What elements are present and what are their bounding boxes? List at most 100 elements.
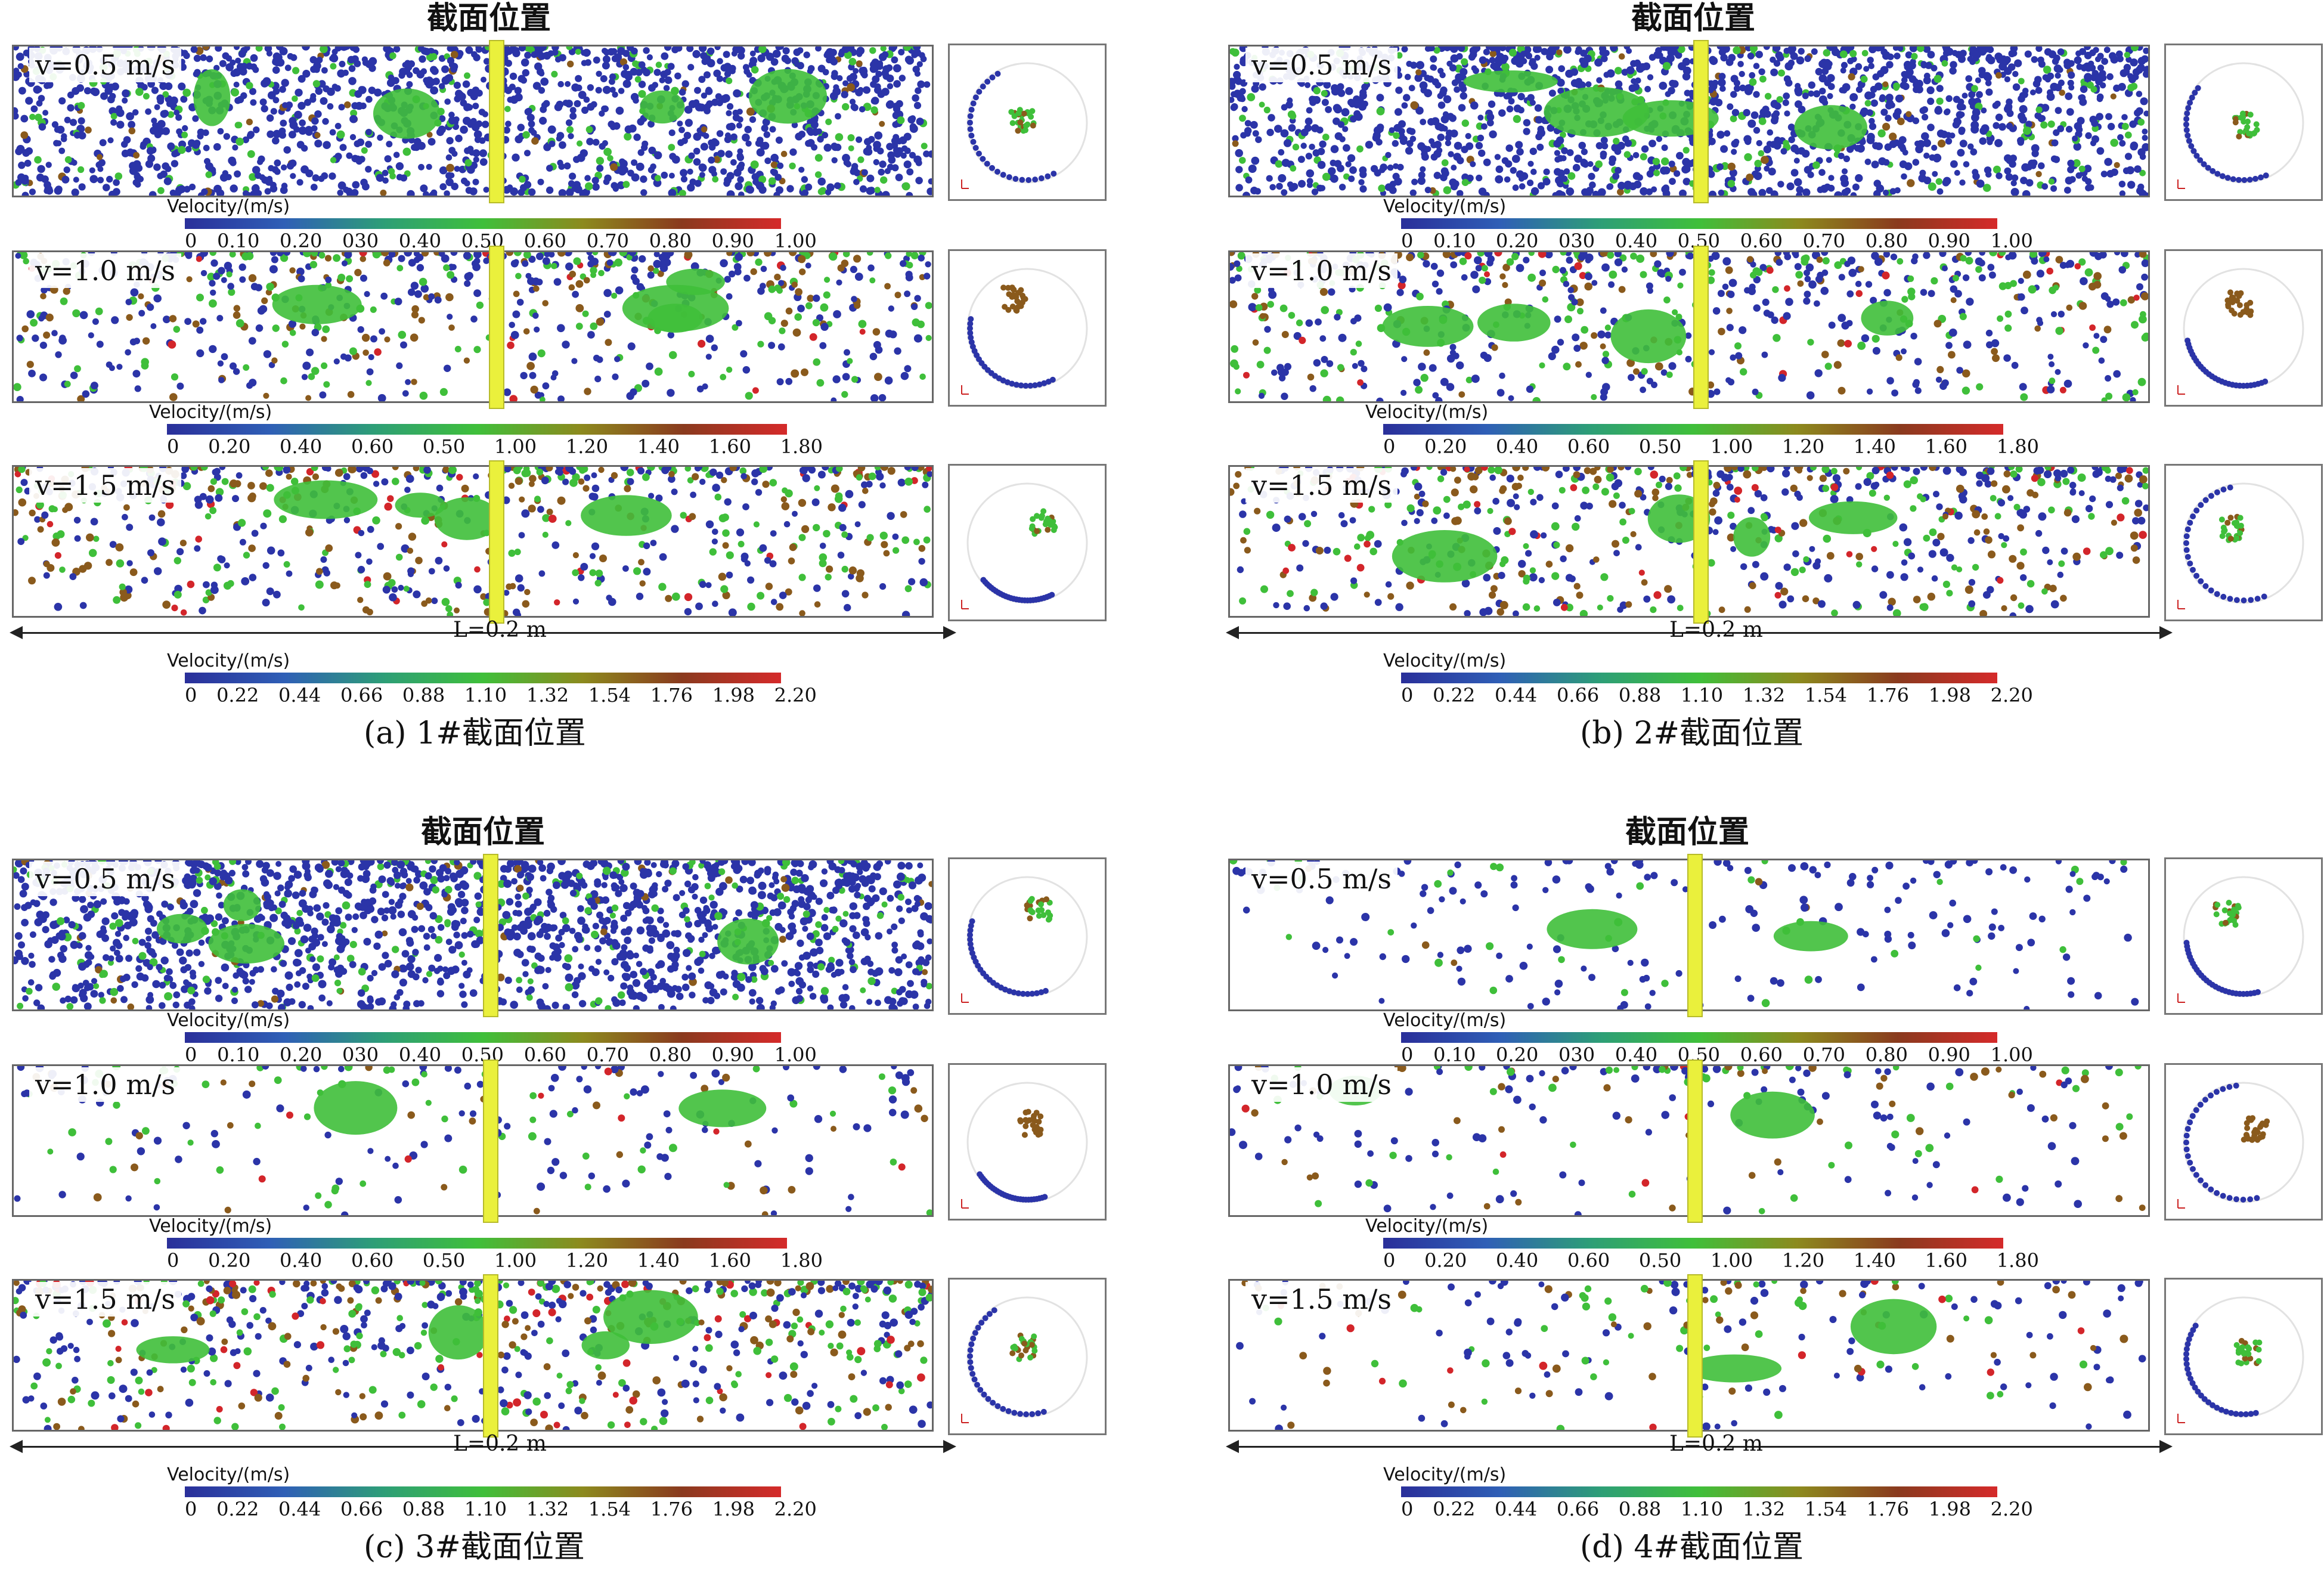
- colorbar-tick-label: 0.66: [1557, 1497, 1599, 1521]
- cross-section-view: [948, 464, 1107, 621]
- colorbar-tick-label: 0.60: [1567, 1249, 1610, 1272]
- colorbar-tick-label: 0: [1383, 1249, 1395, 1272]
- colorbar-gradient: [1401, 673, 1997, 683]
- pipe-snapshot: v=1.0 m/s: [1228, 250, 2150, 403]
- colorbar-tick-label: 1.54: [588, 1497, 631, 1521]
- colorbar-tick-label: 0.70: [1803, 1043, 1845, 1067]
- colorbar-tick-label: 0.22: [1433, 683, 1475, 707]
- colorbar-tick-label: 0.88: [402, 1497, 445, 1521]
- colorbar-tick-label: 0: [167, 435, 179, 459]
- colorbar-tick-label: 1.00: [494, 435, 537, 459]
- colorbar-tick-label: 030: [1558, 229, 1595, 253]
- colorbar-tick-label: 0.40: [1615, 229, 1657, 253]
- section-marker: [483, 854, 498, 1017]
- colorbar-tick-label: 0.66: [340, 1497, 383, 1521]
- colorbar-tick-label: 1.32: [1743, 683, 1785, 707]
- cross-section-view: [2164, 857, 2323, 1015]
- colorbar-tick-label: 1.40: [637, 435, 680, 459]
- velocity-label: v=0.5 m/s: [1245, 862, 1398, 896]
- panel-caption: (a) 1#截面位置: [364, 715, 586, 751]
- section-marker: [483, 1060, 498, 1223]
- colorbar-tick-label: 0.60: [1740, 229, 1783, 253]
- colorbar-tick-label: 0: [167, 1249, 179, 1272]
- colorbar-tick-label: 0.90: [1928, 1043, 1970, 1067]
- colorbar-gradient: [1401, 218, 1997, 229]
- cross-section-view: [948, 1063, 1107, 1221]
- colorbar-tick-label: 030: [1558, 1043, 1595, 1067]
- colorbar-title: Velocity/(m/s): [1383, 651, 1506, 671]
- colorbar-tick-label: 1.00: [774, 1043, 817, 1067]
- colorbar-title: Velocity/(m/s): [149, 1216, 272, 1237]
- colorbar-gradient: [185, 1486, 781, 1497]
- colorbar-tick-label: 0.60: [524, 1043, 566, 1067]
- cross-section-view: [948, 249, 1107, 407]
- colorbar-tick-label: 0.20: [1424, 1249, 1467, 1272]
- colorbar-tick-label: 1.60: [1925, 1249, 1967, 1272]
- colorbar-tick-label: 1.32: [526, 683, 569, 707]
- colorbar-tick-label: 0.10: [217, 229, 259, 253]
- cross-section-view: [2164, 1063, 2323, 1221]
- colorbar-tick-label: 0: [1383, 435, 1395, 459]
- cross-section-view: [2164, 1278, 2323, 1435]
- colorbar-gradient: [167, 1238, 787, 1249]
- colorbar-tick-label: 0.20: [1496, 1043, 1538, 1067]
- colorbar-tick-label: 0: [185, 1043, 197, 1067]
- velocity-label: v=0.5 m/s: [29, 862, 181, 896]
- pipe-snapshot: v=1.5 m/s: [12, 465, 934, 618]
- colorbar-tick-label: 0: [1401, 683, 1413, 707]
- colorbar-tick-label: 0.10: [217, 1043, 259, 1067]
- cross-section-particles: [977, 1109, 1048, 1203]
- colorbar-tick-label: 0.22: [216, 683, 259, 707]
- cross-section-particles: [2183, 485, 2267, 603]
- cross-section-view: [948, 857, 1107, 1015]
- colorbar-tick-label: 0.88: [1619, 683, 1661, 707]
- section-marker: [489, 460, 504, 624]
- length-scale: L=0.2 m: [1228, 1435, 2170, 1459]
- colorbar-tick-label: 1.60: [1925, 435, 1967, 459]
- cross-section-particles: [2183, 85, 2269, 183]
- colorbar-tick-label: 0.80: [1866, 1043, 1908, 1067]
- colorbar-tick-label: 1.00: [1711, 435, 1753, 459]
- colorbar-tick-label: 1.76: [1867, 1497, 1909, 1521]
- colorbar-tick-label: 0.50: [1639, 1249, 1681, 1272]
- arrow-left-icon: [1226, 1440, 1239, 1453]
- colorbar-gradient: [1383, 1238, 2003, 1249]
- colorbar-gradient: [185, 673, 781, 683]
- section-marker: [1687, 1274, 1703, 1438]
- colorbar-tick-label: 0.40: [399, 1043, 441, 1067]
- colorbar-tick-label: 0: [185, 1497, 197, 1521]
- arrow-left-icon: [1226, 626, 1239, 639]
- cross-section-particles: [967, 284, 1056, 389]
- colorbar-tick-label: 1.00: [1711, 1249, 1753, 1272]
- colorbar-tick-label: 1.54: [1805, 683, 1847, 707]
- cross-section-view: [2164, 44, 2323, 201]
- velocity-label: v=1.0 m/s: [29, 253, 181, 288]
- colorbar-tick-label: 0.60: [1567, 435, 1610, 459]
- length-label: L=0.2 m: [1669, 1432, 1763, 1456]
- colorbar-tick-label: 1.60: [709, 1249, 751, 1272]
- section-marker: [1693, 460, 1709, 624]
- colorbar-tick-label: 1.60: [709, 435, 751, 459]
- pipe-snapshot: v=0.5 m/s: [1228, 45, 2150, 197]
- colorbar-tick-label: 0.60: [351, 1249, 393, 1272]
- colorbar-tick-label: 0.44: [1495, 683, 1537, 707]
- pipe-snapshot: v=1.5 m/s: [12, 1279, 934, 1432]
- colorbar-tick-label: 0.44: [1495, 1497, 1537, 1521]
- velocity-label: v=1.5 m/s: [1245, 1282, 1398, 1317]
- length-label: L=0.2 m: [1669, 618, 1763, 642]
- cross-section-particles: [967, 1308, 1047, 1418]
- section-marker: [483, 1274, 498, 1438]
